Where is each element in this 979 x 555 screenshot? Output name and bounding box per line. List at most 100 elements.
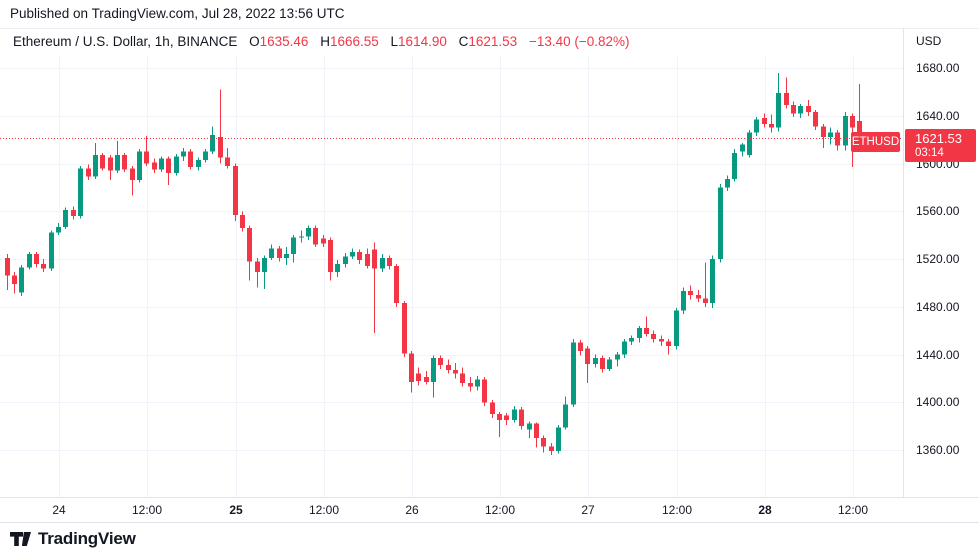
candle-down [446,365,451,371]
candle-down [130,168,135,181]
tradingview-logo-icon [10,531,31,546]
candle-up [828,132,833,138]
price-axis[interactable]: USD 1621.53 03:14 1680.00 1640.00 1600.00 1… [903,28,979,522]
price-axis-label: 1520.00 [916,252,960,266]
candle-up [571,342,576,405]
candle-down [166,158,171,174]
candle-up [115,155,120,171]
candle-down [402,303,407,354]
candle-up [210,134,215,152]
candle-down [644,328,649,335]
candle-down [365,254,370,267]
candle-up [306,227,311,237]
candle-up [512,409,517,421]
candle-up [629,337,634,342]
candle-down [255,261,260,273]
candle-down [541,438,546,447]
time-tick-label: 24 [52,503,66,517]
candle-down [857,121,862,138]
candle-down [86,168,91,177]
bar-countdown: 03:14 [915,147,944,159]
candle-up [56,226,61,233]
candle-up [63,210,68,227]
candle-down [218,137,223,158]
candle-up [615,354,620,360]
candle-up [718,187,723,259]
time-tick-label: 26 [405,503,419,517]
close-value: 1621.53 [468,34,518,49]
candle-down [438,358,443,366]
candle-down [666,341,671,347]
candle-up [380,257,385,269]
candle-down [813,112,818,127]
candle-down [41,263,46,269]
candle-down [225,157,230,166]
time-tick-label: 12:00 [661,503,693,517]
price-axis-label: 1400.00 [916,395,960,409]
change-value: −13.40 (−0.82%) [528,34,630,49]
symbol-price-label-badge: ETHUSD [851,131,900,152]
candle-down [394,266,399,304]
candle-up [269,248,274,258]
published-caption: Published on TradingView.com, Jul 28, 20… [10,6,345,21]
candle-down [233,165,238,215]
candle-down [850,115,855,128]
candle-down [247,227,252,262]
candle-down [328,239,333,273]
candle-up [343,256,348,264]
candle-up [563,404,568,428]
candle-up [527,423,532,430]
candle-up [350,251,355,257]
price-axis-label: 1440.00 [916,348,960,362]
candle-up [19,267,24,293]
candle-down [468,383,473,387]
candle-down [600,358,605,369]
candle-up [747,132,752,156]
candle-up [78,168,83,217]
candle-down [144,151,149,164]
symbol-title: Ethereum / U.S. Dollar, 1h, BINANCE [13,34,238,49]
close-label: C [458,34,469,49]
candle-down [188,151,193,168]
candle-up [49,232,54,269]
candle-down [313,227,318,245]
candle-down [34,254,39,264]
candle-up [196,159,201,168]
candle-down [659,338,664,342]
chart-legend: Ethereum / U.S. Dollar, 1h, BINANCE O163… [13,34,630,49]
candle-down [453,370,458,374]
price-axis-label: 1360.00 [916,443,960,457]
candle-down [651,334,656,339]
last-price-badge: 1621.53 03:14 [905,129,976,162]
candle-down [497,414,502,421]
time-tick-label: 12:00 [484,503,516,517]
price-axis-label: 1640.00 [916,109,960,123]
candle-down [152,162,157,170]
candle-down [424,377,429,382]
candle-down [71,210,76,217]
candle-down [791,105,796,114]
last-price-value: 1621.53 [915,131,962,146]
time-axis[interactable]: 24 12:00 25 12:00 26 12:00 27 12:00 28 12:00 [0,497,979,523]
candle-up [174,156,179,174]
candle-up [740,144,745,152]
candle-down [482,379,487,403]
chart-canvas[interactable] [0,28,903,522]
candle-up [556,427,561,452]
candle-up [681,291,686,311]
candle-up [622,341,627,355]
candle-down [696,294,701,299]
tradingview-logo[interactable]: TradingView [10,529,136,549]
candle-down [703,298,708,304]
candle-up [27,254,32,268]
candle-down [821,126,826,138]
candle-up [299,236,304,238]
candle-down [769,124,774,128]
candle-up [262,257,267,273]
candle-down [321,238,326,244]
candle-down [277,248,282,258]
time-tick-label: 12:00 [837,503,869,517]
currency-label: USD [916,34,942,48]
candle-down [122,155,127,170]
